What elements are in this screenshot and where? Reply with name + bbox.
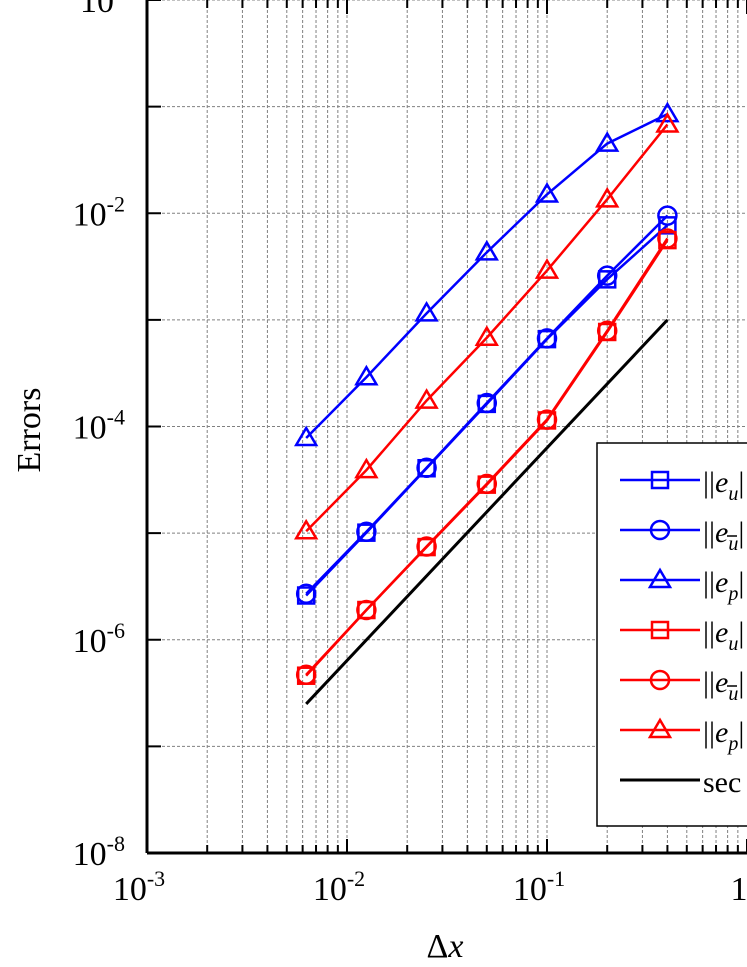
series-4 — [295, 228, 678, 685]
data-point — [595, 131, 620, 152]
data-point — [534, 258, 560, 279]
legend-marker — [650, 620, 670, 640]
legend-label: ||eu| — [703, 516, 744, 555]
x-axis-label: Δx — [427, 928, 464, 965]
legend-entry: ||ep| — [620, 716, 744, 755]
x-tick-label: 1 — [731, 871, 747, 908]
x-tick-label: 10-2 — [313, 866, 365, 908]
data-point — [476, 473, 498, 495]
series-line — [305, 237, 669, 676]
x-tick-label: 10-3 — [113, 866, 165, 908]
data-point — [474, 325, 499, 346]
axes — [145, 0, 747, 855]
data-point — [536, 409, 558, 430]
y-axis-label: Errors — [11, 388, 48, 473]
legend-label: ||ep| — [703, 716, 744, 755]
data-series — [293, 101, 680, 705]
legend-entry: ||eu| — [620, 616, 744, 655]
legend-marker — [649, 519, 671, 541]
legend-label: ||ep| — [703, 566, 744, 605]
legend-label: ||eu| — [703, 616, 744, 655]
legend-marker — [650, 470, 670, 490]
data-point — [293, 518, 319, 540]
data-point — [476, 392, 498, 414]
data-point — [595, 186, 620, 208]
data-point — [657, 205, 678, 226]
data-point — [414, 300, 439, 322]
legend-entry: ||eu| — [620, 516, 744, 555]
data-point — [596, 320, 618, 342]
data-point — [655, 112, 680, 133]
legend-label: ||eu| — [703, 666, 744, 705]
data-point — [596, 265, 618, 286]
legend-marker — [649, 669, 671, 691]
data-point — [657, 228, 678, 249]
data-point — [354, 364, 379, 386]
data-point — [474, 239, 499, 261]
y-tick-label: 100 — [80, 0, 125, 20]
data-point — [536, 328, 558, 349]
x-tick-label: 10-1 — [513, 866, 565, 908]
data-point — [356, 521, 377, 543]
legend: ||eu| ||eu| ||ep| ||eu| ||eu| ||ep| sec — [596, 442, 747, 827]
legend-entry: ||eu| — [620, 466, 744, 505]
series-line — [305, 123, 669, 533]
series-line — [305, 318, 669, 705]
data-point — [354, 457, 379, 479]
y-tick-label: 10-8 — [73, 831, 125, 873]
data-point — [416, 536, 437, 557]
legend-entry: ||eu| — [620, 666, 744, 705]
data-point — [416, 457, 437, 479]
y-tick-label: 10-6 — [73, 618, 125, 660]
data-point — [655, 101, 680, 123]
series-line — [305, 113, 668, 439]
y-tick-label: 10-2 — [73, 191, 125, 233]
legend-label: sec — [703, 766, 741, 799]
series-line — [305, 214, 669, 595]
legend-box — [596, 442, 747, 827]
series-6 — [305, 318, 669, 705]
series-2 — [293, 101, 680, 447]
legend-marker — [647, 567, 673, 589]
data-point — [293, 425, 319, 447]
data-point — [356, 599, 377, 621]
legend-entry: ||ep| — [620, 566, 744, 605]
data-point — [295, 664, 317, 685]
legend-label: ||eu| — [703, 466, 744, 505]
series-1 — [295, 205, 678, 605]
y-tick-label: 10-4 — [73, 405, 125, 447]
tick-labels: 10-3 10-2 10-1 1 10-8 10-6 10-4 10-2 100 — [73, 0, 747, 908]
data-point — [534, 182, 560, 203]
series-5 — [293, 112, 680, 540]
data-point — [414, 388, 439, 409]
legend-marker — [647, 717, 673, 739]
data-point — [295, 583, 317, 605]
legend-entry: sec — [620, 766, 741, 799]
